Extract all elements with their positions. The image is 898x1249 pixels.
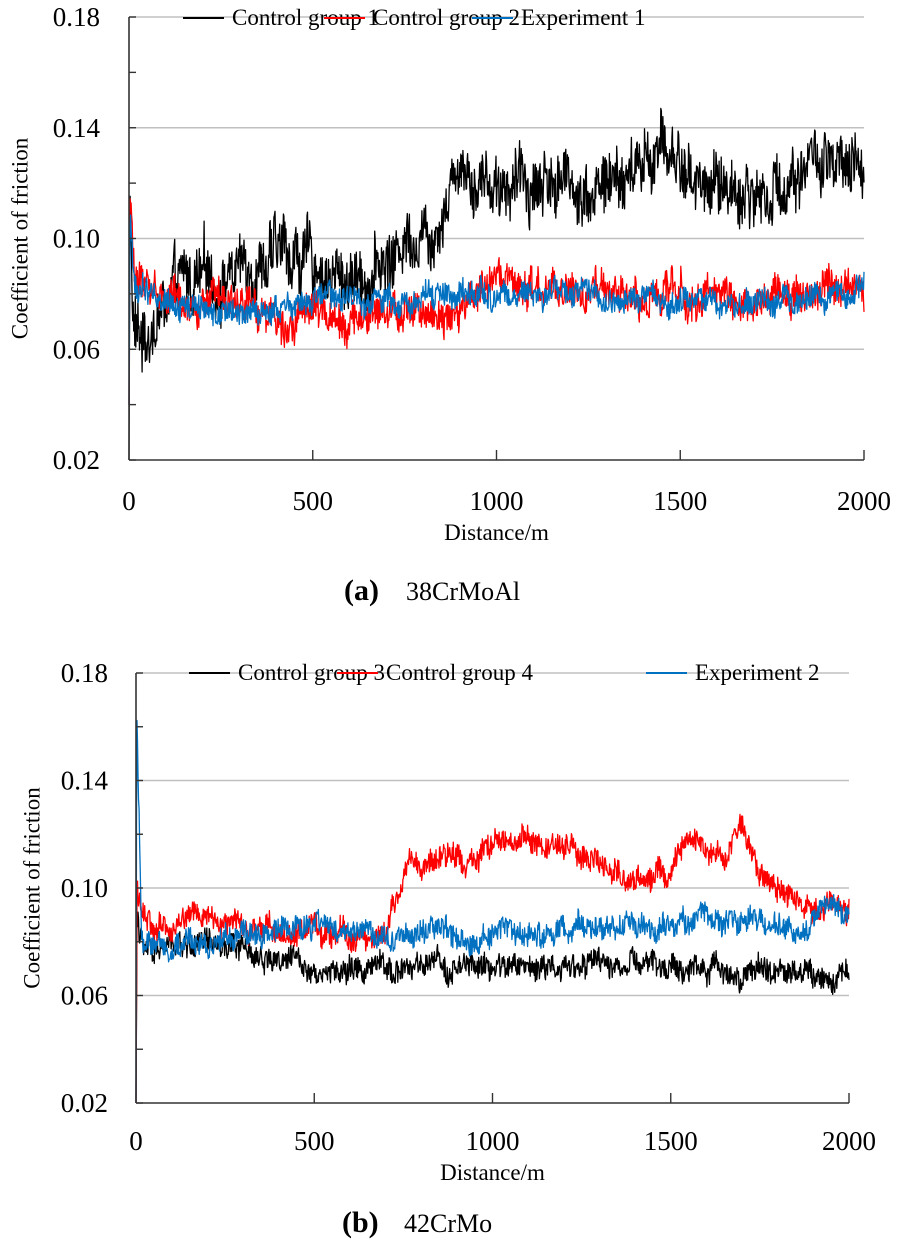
- axes: [128, 16, 865, 461]
- y-tick-label: 0.10: [53, 224, 100, 254]
- legend-label: Control group 4: [386, 660, 533, 685]
- caption-material: 38CrMoAl: [406, 577, 520, 606]
- x-tick-label: 0: [129, 1126, 143, 1156]
- x-tick-label: 500: [294, 1126, 335, 1156]
- x-tick-label: 1000: [466, 1126, 520, 1156]
- y-axis-title: Coefficient of friction: [19, 787, 44, 989]
- x-tick-labels: 0 500 1000 1500 2000: [129, 1126, 876, 1156]
- series-line-1: [128, 107, 865, 461]
- legend: Control group 3 Control group 4 Experime…: [189, 660, 820, 685]
- x-tick-label: 2000: [822, 1126, 876, 1156]
- y-tick-labels: 0.02 0.06 0.10 0.14 0.18: [53, 2, 101, 475]
- x-tick-label: 0: [122, 486, 136, 516]
- chart-panel-b: 0.02 0.06 0.10 0.14 0.18 0 500 1000 1500…: [19, 658, 876, 1239]
- y-tick-label: 0.10: [61, 873, 108, 903]
- y-tick-label: 0.02: [61, 1088, 108, 1118]
- x-axis-title: Distance/m: [440, 1160, 545, 1185]
- legend-item: Control group 4: [337, 660, 533, 685]
- y-tick-label: 0.06: [61, 981, 108, 1011]
- y-tick-label: 0.06: [53, 334, 100, 364]
- y-axis-title: Coefficient of friction: [7, 137, 32, 339]
- axes: [135, 672, 850, 1104]
- x-axis-title: Distance/m: [444, 520, 549, 545]
- x-tick-label: 1500: [644, 1126, 698, 1156]
- x-tick-label: 1000: [470, 486, 524, 516]
- series-line-3: [135, 719, 850, 1104]
- series-layer: [135, 719, 850, 1104]
- series-line-2: [128, 198, 865, 405]
- legend-label: Experiment 1: [521, 5, 646, 30]
- chart-panel-a: 0.02 0.06 0.10 0.14 0.18 0 500 1000 1500…: [7, 2, 891, 607]
- legend-item: Experiment 1: [472, 5, 646, 30]
- legend-item: Experiment 2: [646, 660, 820, 685]
- gridlines: [136, 672, 849, 997]
- y-tick-label: 0.18: [61, 658, 108, 688]
- caption-label: (a): [344, 574, 379, 607]
- x-tick-label: 1500: [653, 486, 707, 516]
- y-tick-label: 0.18: [53, 2, 100, 32]
- series-line-1: [135, 911, 850, 1104]
- y-tick-labels: 0.02 0.06 0.10 0.14 0.18: [61, 658, 109, 1118]
- x-tick-label: 2000: [837, 486, 891, 516]
- series-layer: [128, 107, 865, 461]
- panel-caption: (a) 38CrMoAl: [344, 574, 520, 607]
- y-tick-label: 0.14: [53, 113, 101, 143]
- x-tick-label: 500: [293, 486, 334, 516]
- panel-caption: (b) 42CrMo: [342, 1206, 492, 1239]
- legend: Control group 1 Control group 2 Experime…: [183, 5, 646, 30]
- y-tick-label: 0.14: [61, 766, 109, 796]
- caption-label: (b): [342, 1206, 379, 1239]
- x-tick-labels: 0 500 1000 1500 2000: [122, 486, 891, 516]
- y-tick-label: 0.02: [53, 445, 100, 475]
- series-line-3: [128, 214, 865, 405]
- caption-material: 42CrMo: [404, 1209, 492, 1238]
- series-line-2: [135, 813, 850, 1104]
- legend-label: Experiment 2: [695, 660, 820, 685]
